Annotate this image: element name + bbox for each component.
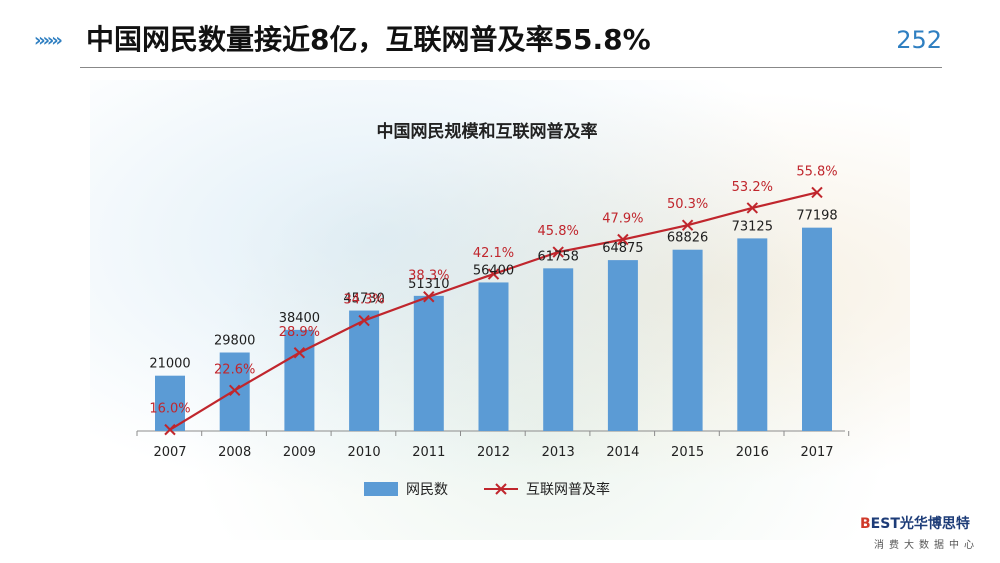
line-value-label: 53.2% (732, 180, 773, 195)
line-value-label: 34.3% (343, 293, 384, 308)
slide-header: »»» 中国网民数量接近8亿，互联网普及率55.8% 252 (0, 0, 1000, 72)
bars-group (155, 227, 832, 431)
bar (284, 329, 315, 431)
legend-line-marker (495, 483, 507, 495)
line-value-label: 47.9% (602, 212, 643, 227)
bar (219, 352, 250, 431)
line-point-marker (423, 291, 435, 303)
page-number: 252 (896, 26, 942, 54)
line-value-label: 45.8% (538, 224, 579, 239)
x-tick-label: 2011 (412, 445, 445, 460)
x-tick-label: 2017 (800, 445, 833, 460)
line-point-marker (681, 219, 694, 231)
bar (478, 282, 509, 431)
line-value-label: 42.1% (473, 246, 514, 261)
line-point-marker (617, 233, 629, 246)
legend-bar-label: 网民数 (406, 482, 448, 498)
bar (413, 295, 444, 431)
x-tick-label: 2014 (606, 445, 639, 460)
line-group (164, 186, 823, 436)
marker-stroke (293, 347, 306, 359)
marker-stroke (746, 202, 759, 214)
marker-stroke (228, 384, 241, 397)
slide-title: 中国网民数量接近8亿，互联网普及率55.8% (86, 23, 651, 56)
bar-value-label: 68826 (667, 231, 708, 246)
logo-main-text: BEST光华博思特 (860, 513, 990, 533)
line-point-marker (228, 384, 241, 397)
logo-name: EST光华博思特 (870, 516, 970, 532)
marker-stroke (423, 291, 435, 303)
x-tick-label: 2009 (283, 445, 316, 460)
bar (607, 260, 638, 431)
bar (349, 310, 380, 431)
marker-stroke (681, 219, 694, 231)
line-value-label: 16.0% (149, 402, 190, 417)
line-point-marker (746, 202, 759, 214)
x-tick-label: 2016 (736, 445, 769, 460)
bar-value-label: 45730 (343, 292, 384, 307)
line-value-label: 28.9% (279, 325, 320, 340)
logo-subtitle: 消费大数据中心 (874, 540, 979, 551)
bar (802, 227, 832, 431)
legend-bar-swatch (364, 482, 398, 496)
line-value-label: 38.3% (408, 269, 449, 284)
legend-line-label: 互联网普及率 (526, 481, 610, 498)
marker-stroke (617, 233, 629, 246)
x-tick-label: 2015 (671, 445, 704, 460)
line-point-marker (293, 347, 306, 359)
marker-stroke (811, 186, 823, 199)
logo-mark: B (860, 516, 871, 532)
line-value-label: 55.8% (796, 164, 837, 179)
bar-value-label: 64875 (602, 241, 643, 256)
bar (155, 375, 185, 431)
line-value-label: 50.3% (667, 197, 708, 212)
bar-value-label: 61758 (538, 249, 579, 264)
x-tick-label: 2010 (348, 445, 381, 460)
line-point-marker (811, 186, 823, 199)
bar (737, 238, 768, 431)
bar (672, 249, 703, 431)
bar-value-label: 56400 (473, 263, 514, 278)
brand-logo: BEST光华博思特 消费大数据中心 (860, 513, 990, 553)
chevrons-icon: »»» (34, 30, 63, 51)
x-axis: 2007 2008 2009 2010 2011 2012 2013 2014 2015 2016… (136, 430, 850, 460)
data-labels-group: 21000 29800 38400 45730 51310 56400 61758 64875… (149, 164, 837, 416)
marker-stroke (358, 314, 370, 327)
header-divider (80, 67, 942, 68)
bar-value-label: 21000 (149, 357, 190, 372)
x-tick-label: 2013 (542, 445, 575, 460)
line-point-marker (358, 314, 370, 327)
marker-stroke (552, 246, 564, 258)
bar-value-label: 51310 (408, 277, 449, 292)
legend: 网民数 互联网普及率 (364, 481, 610, 498)
marker-stroke (487, 268, 500, 280)
line-value-label: 22.6% (214, 362, 255, 377)
line-point-marker (164, 423, 176, 436)
x-tick-label: 2007 (153, 445, 186, 460)
chart-title: 中国网民规模和互联网普及率 (377, 121, 598, 142)
marker-stroke (164, 423, 176, 436)
bar-value-label: 29800 (214, 334, 255, 349)
bar (543, 268, 574, 431)
bar-value-label: 38400 (279, 311, 320, 326)
line-point-marker (487, 268, 500, 280)
line-point-marker (552, 246, 564, 258)
x-tick-label: 2012 (477, 445, 510, 460)
bar-value-label: 77198 (796, 209, 837, 224)
bar-value-label: 73125 (732, 219, 773, 234)
x-tick-label: 2008 (218, 445, 251, 460)
